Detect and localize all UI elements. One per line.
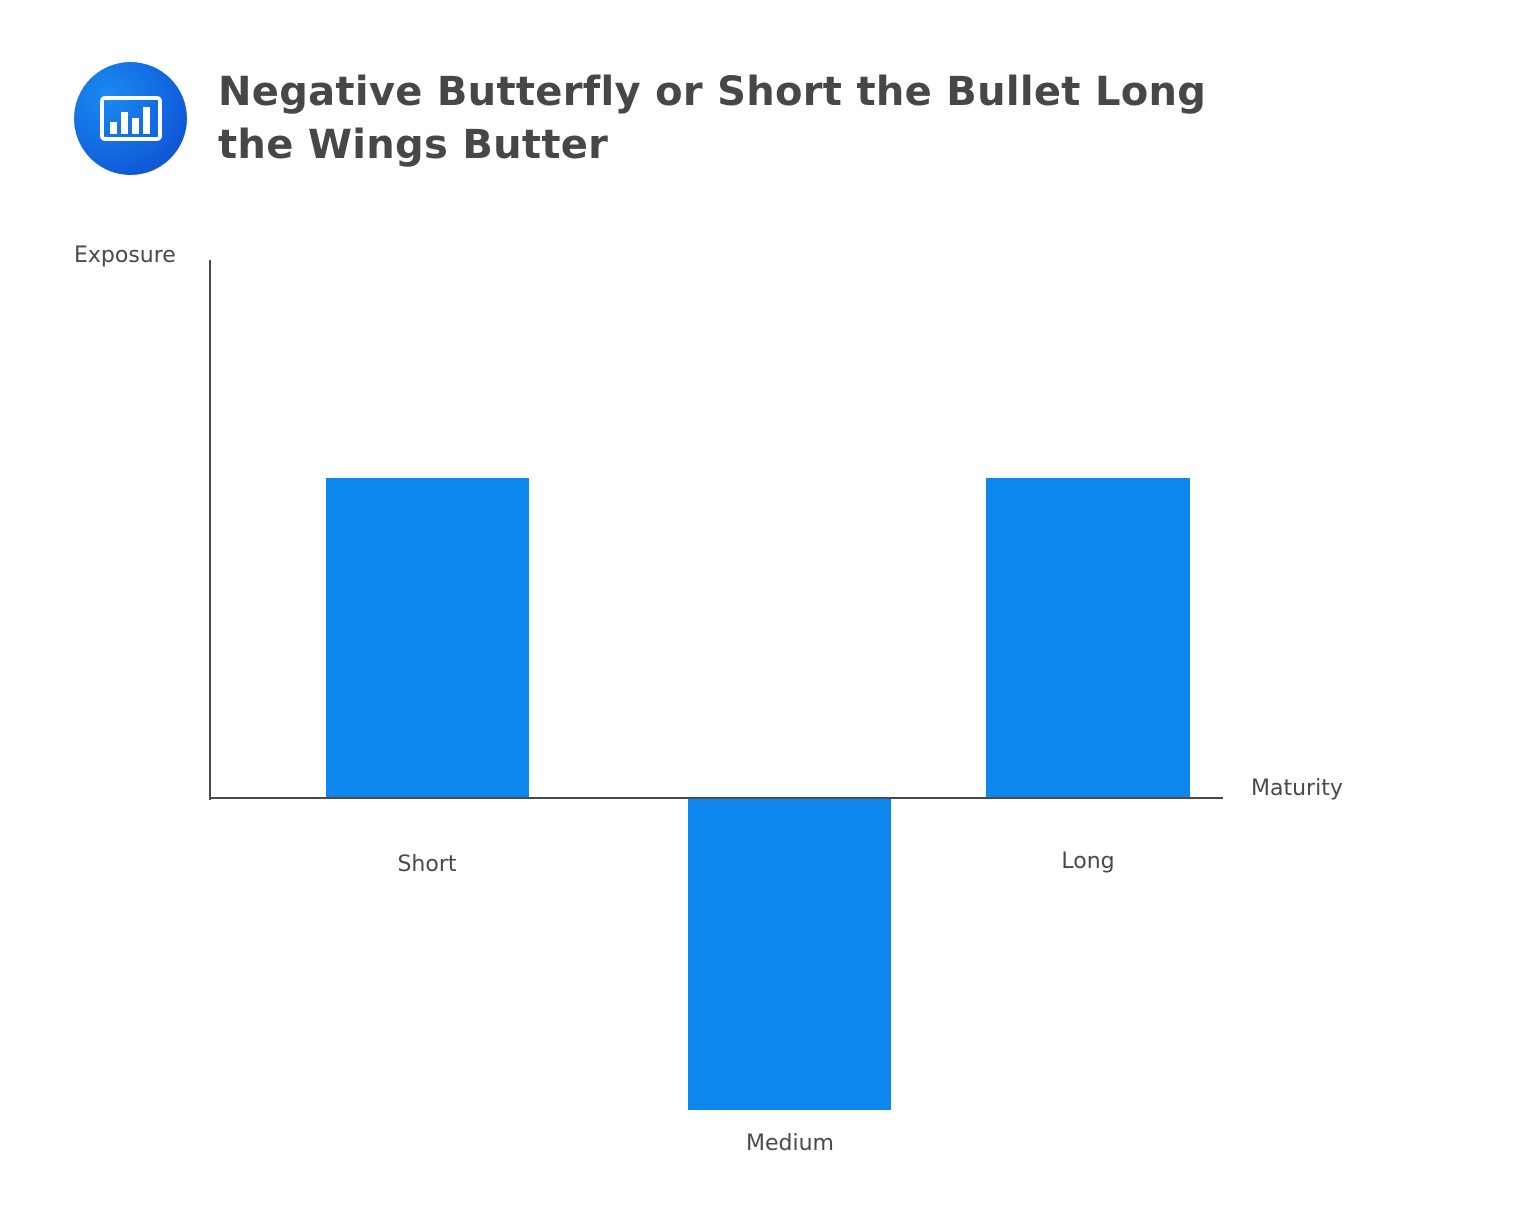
y-axis-label: Exposure [74,243,176,268]
chart-title: Negative Butterfly or Short the Bullet L… [218,69,1207,168]
category-label-long: Long [1061,849,1115,874]
x-axis-line [209,797,1223,799]
y-axis-line [209,260,211,800]
bar-long [986,478,1190,798]
bar-short [326,478,529,798]
category-label-medium: Medium [746,1131,834,1156]
bar-chart-icon [74,62,187,175]
x-axis-label: Maturity [1251,776,1343,801]
bar-chart-glyph-icon [100,96,162,141]
bar-medium [688,798,891,1110]
category-label-short: Short [397,852,457,877]
